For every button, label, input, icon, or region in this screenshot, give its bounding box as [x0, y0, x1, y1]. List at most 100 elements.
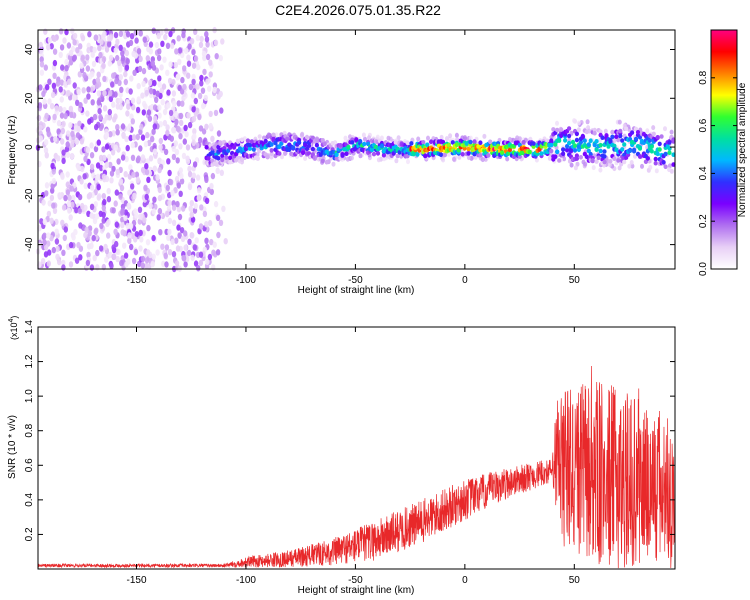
spectrogram-cell [521, 139, 526, 145]
spectrogram-cell [77, 193, 83, 201]
spectrogram-cell [488, 139, 493, 145]
spectrogram-cell [37, 242, 42, 249]
spectrogram-cell [338, 143, 343, 148]
spectrogram-cell [179, 119, 184, 127]
spectrogram-cell [273, 140, 278, 146]
spectrogram-cell [578, 155, 584, 160]
spectrogram-cell [143, 184, 148, 191]
spectrogram-cell [133, 208, 138, 215]
spectrogram-cell [148, 41, 154, 48]
spectrogram-cell [54, 105, 59, 112]
spectrogram-cell [157, 186, 162, 194]
spectrogram-cell [154, 96, 159, 104]
spectrogram-cell [189, 200, 194, 207]
spectrogram-cell [171, 153, 177, 161]
spectrogram-cell [482, 133, 487, 139]
spectrogram-cell [257, 134, 262, 139]
snr-x-tick-label: 50 [569, 575, 581, 586]
spectrogram-cell [45, 84, 50, 91]
spectrogram-cell [204, 31, 209, 38]
spectrogram-cell [176, 35, 181, 42]
spectrogram-cell [590, 158, 595, 164]
spectrogram-cell [179, 227, 185, 234]
spectrogram-cell [123, 70, 128, 78]
spectrogram-cell [55, 80, 61, 87]
spectrogram-cell [164, 27, 169, 35]
spectrogram-cell [205, 78, 210, 85]
spectrogram-cell [160, 243, 165, 250]
spectrogram-cell [127, 189, 132, 196]
spectrogram-cell [98, 154, 104, 162]
spectrogram-cell [41, 199, 46, 206]
spectrogram-cell [667, 167, 672, 173]
spectrogram-cell [193, 97, 198, 105]
spectrogram-cell [95, 77, 101, 84]
spectrogram-cell [44, 112, 49, 120]
spectrogram-cell [115, 255, 120, 263]
spectrogram-cell [157, 104, 162, 111]
spectrogram-cell [186, 72, 191, 79]
spectrogram-cell [215, 214, 221, 222]
spectrogram-cell [207, 253, 213, 261]
spectrogram-cell [107, 114, 112, 121]
spectrogram-cell [438, 152, 444, 157]
spectrogram-cell [97, 107, 102, 115]
spectrogram-cell [43, 64, 48, 71]
spectrogram-cell [65, 181, 71, 188]
spectrogram-cell [111, 72, 116, 79]
spectrogram-cell [138, 145, 143, 152]
spectrogram-cell [197, 113, 202, 121]
spectrogram-cell [622, 142, 627, 147]
spectrogram-cell [121, 132, 126, 139]
spectrogram-cell [132, 69, 137, 77]
spectrogram-cell [171, 78, 176, 86]
spectrogram-cell [64, 58, 69, 66]
spectrogram-cell [60, 127, 66, 135]
spectrogram-cell [59, 44, 65, 51]
spectrogram-cell [165, 69, 170, 77]
spectrogram-cell [185, 155, 190, 162]
spectrogram-cell [106, 153, 112, 161]
spectrogram-cell [46, 130, 51, 137]
spectrogram-cell [375, 151, 381, 156]
spectrogram-cell [608, 159, 613, 164]
spectrogram-cell [120, 55, 126, 62]
spectrogram-cell [219, 169, 224, 176]
spectrogram-cell [43, 244, 49, 251]
spectrogram-cell [157, 166, 162, 174]
spectrogram-cell [594, 159, 599, 164]
spectrogram-cell [179, 178, 185, 185]
spectrogram-cell [77, 71, 83, 78]
spectrogram-cell [157, 207, 163, 215]
spectrogram-cell [191, 115, 197, 123]
spectrogram-cell [90, 51, 95, 58]
spectrogram-cell [176, 224, 181, 231]
snr-y-tick-label: 1.0 [24, 389, 35, 403]
spectrogram-cell [155, 174, 160, 181]
spectrogram-cell [104, 256, 109, 263]
spectrogram-cell [114, 221, 120, 228]
spectrogram-cell [331, 161, 336, 167]
spectrogram-cell [500, 150, 505, 155]
spectrogram-cell [37, 102, 43, 109]
spectrogram-cell [124, 49, 130, 57]
spectrogram-cell [214, 53, 219, 60]
spectrogram-cell [94, 213, 100, 220]
spectrogram-cell [169, 42, 175, 49]
spectrogram-cell [124, 64, 130, 71]
spectrogram-cell [134, 231, 139, 238]
spectrogram-cell [582, 138, 587, 143]
spectrogram-cell [140, 134, 146, 141]
spectrogram-cell [574, 137, 580, 143]
spectrogram-cell [52, 59, 58, 67]
spectrogram-cell [58, 106, 63, 113]
spectrogram-cell [214, 162, 219, 167]
spectrogram-cell [42, 232, 47, 239]
spectrogram-cell [190, 92, 196, 99]
spectrogram-cell [189, 38, 195, 45]
spectrogram-cell [93, 145, 99, 153]
spectrogram-cell [68, 49, 74, 57]
spectrogram-cell [130, 183, 135, 190]
spectrogram-cell [108, 131, 113, 138]
spectrogram-cell [393, 140, 398, 145]
